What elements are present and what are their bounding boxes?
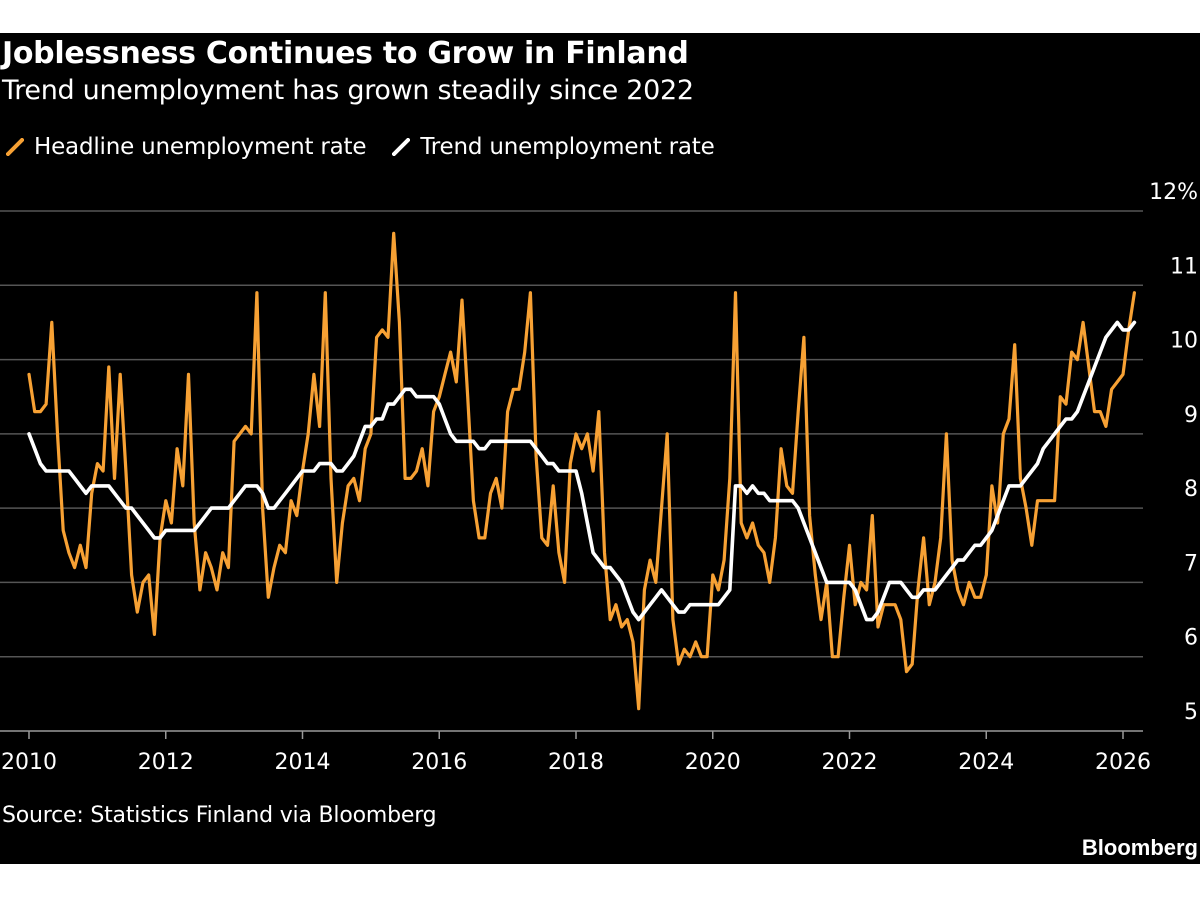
x-tick-label: 2024 [958,750,1014,775]
line-chart: 5 6 7 8 9 10 11 12% 2010 2012 2014 2016 2018 2020 2022… [0,180,1198,775]
x-tick-label: 2010 [1,750,57,775]
series-line-trend [27,320,1137,622]
legend-item-trend: Trend unemployment rate [392,134,715,160]
chart-title: Joblessness Continues to Grow in Finland [2,36,689,71]
y-tick-label: 12% [1149,180,1198,205]
x-tick-label: 2020 [685,750,741,775]
x-tick-label: 2026 [1095,750,1151,775]
y-tick-label: 11 [1170,254,1198,279]
x-tick-label: 2022 [822,750,878,775]
bloomberg-logo: Bloomberg [1081,835,1198,860]
legend: Headline unemployment rate Trend unemplo… [6,133,741,161]
y-tick-label: 5 [1184,700,1198,725]
trend-line-swatch-icon [392,138,411,156]
x-tick-label: 2016 [411,750,467,775]
y-tick-label: 8 [1184,477,1198,502]
source-note: Source: Statistics Finland via Bloomberg [2,803,437,828]
x-tick-label: 2012 [138,750,194,775]
series-line-headline [27,231,1137,711]
chart-panel: Joblessness Continues to Grow in Finland… [0,33,1200,864]
y-tick-label: 10 [1170,329,1198,354]
x-tick-label: 2018 [548,750,604,775]
y-tick-label: 9 [1184,403,1198,428]
x-tick-label: 2014 [275,750,331,775]
legend-label-trend: Trend unemployment rate [420,134,715,160]
legend-label-headline: Headline unemployment rate [34,134,367,160]
y-tick-label: 6 [1184,626,1198,651]
headline-line-swatch-icon [6,138,24,156]
chart-subtitle: Trend unemployment has grown steadily si… [2,75,694,106]
y-tick-label: 7 [1184,551,1198,576]
legend-item-headline: Headline unemployment rate [6,134,367,160]
